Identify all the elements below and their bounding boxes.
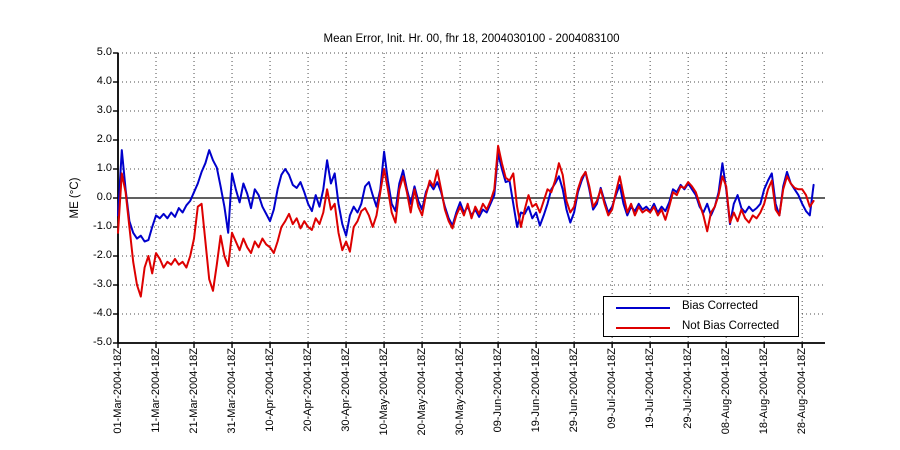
y-tick-label: -3.0 [93, 278, 112, 290]
y-tick-label: 4.0 [96, 75, 112, 87]
y-tick-label: -4.0 [93, 307, 112, 319]
series-line-bias-corrected [117, 149, 815, 243]
x-tick-label: 11-Mar-2004-18Z [150, 348, 162, 433]
legend-line-sample-blue [616, 307, 670, 309]
x-tick-label: 28-Aug-2004-18Z [796, 348, 809, 435]
legend-line-sample-red [616, 327, 670, 329]
x-tick-label: 08-Aug-2004-18Z [720, 348, 733, 435]
x-tick-label: 20-Apr-2004-18Z [302, 348, 315, 432]
x-tick-label: 21-Mar-2004-18Z [188, 348, 201, 434]
y-tick-label: -5.0 [93, 336, 112, 348]
series-lines [117, 144, 815, 298]
x-tick-label: 30-May-2004-18Z [454, 348, 467, 436]
y-tick-label: 2.0 [96, 133, 112, 145]
chart-title: Mean Error, Init. Hr. 00, fhr 18, 200403… [323, 33, 620, 45]
y-tick-label: 0.0 [96, 191, 112, 203]
x-tick-label: 29-Jul-2004-18Z [682, 348, 695, 429]
x-tick-label: 30-Apr-2004-18Z [340, 348, 353, 432]
x-tick-label: 18-Aug-2004-18Z [758, 348, 771, 435]
y-tick-label: 5.0 [96, 46, 112, 58]
legend-item-not-bias-corrected: Not Bias Corrected [604, 319, 798, 337]
x-tick-label: 10-May-2004-18Z [378, 348, 391, 436]
x-tick-label: 19-Jul-2004-18Z [644, 348, 657, 429]
y-tick-label: 1.0 [96, 162, 112, 174]
legend-item-bias-corrected: Bias Corrected [604, 299, 798, 317]
x-tick-label: 09-Jul-2004-18Z [606, 348, 619, 429]
gridlines [118, 52, 825, 343]
x-tick-label: 19-Jun-2004-18Z [530, 348, 543, 433]
y-tick-label: -1.0 [93, 220, 112, 232]
y-tick-label: -2.0 [93, 249, 112, 261]
axes [113, 52, 825, 348]
x-tick-label: 31-Mar-2004-18Z [226, 348, 239, 434]
legend-label-not-bias-corrected: Not Bias Corrected [682, 320, 780, 332]
x-tick-label: 01-Mar-2004-18Z [112, 348, 124, 434]
x-tick-label: 29-Jun-2004-18Z [568, 348, 581, 433]
y-tick-label: 3.0 [96, 104, 112, 116]
legend-label-bias-corrected: Bias Corrected [682, 300, 759, 312]
x-tick-label: 09-Jun-2004-18Z [492, 348, 505, 433]
series-line-not-bias-corrected [117, 144, 815, 298]
x-tick-label: 10-Apr-2004-18Z [264, 348, 277, 432]
x-tick-label: 20-May-2004-18Z [416, 348, 429, 436]
legend: Bias Corrected Not Bias Corrected [603, 296, 799, 337]
